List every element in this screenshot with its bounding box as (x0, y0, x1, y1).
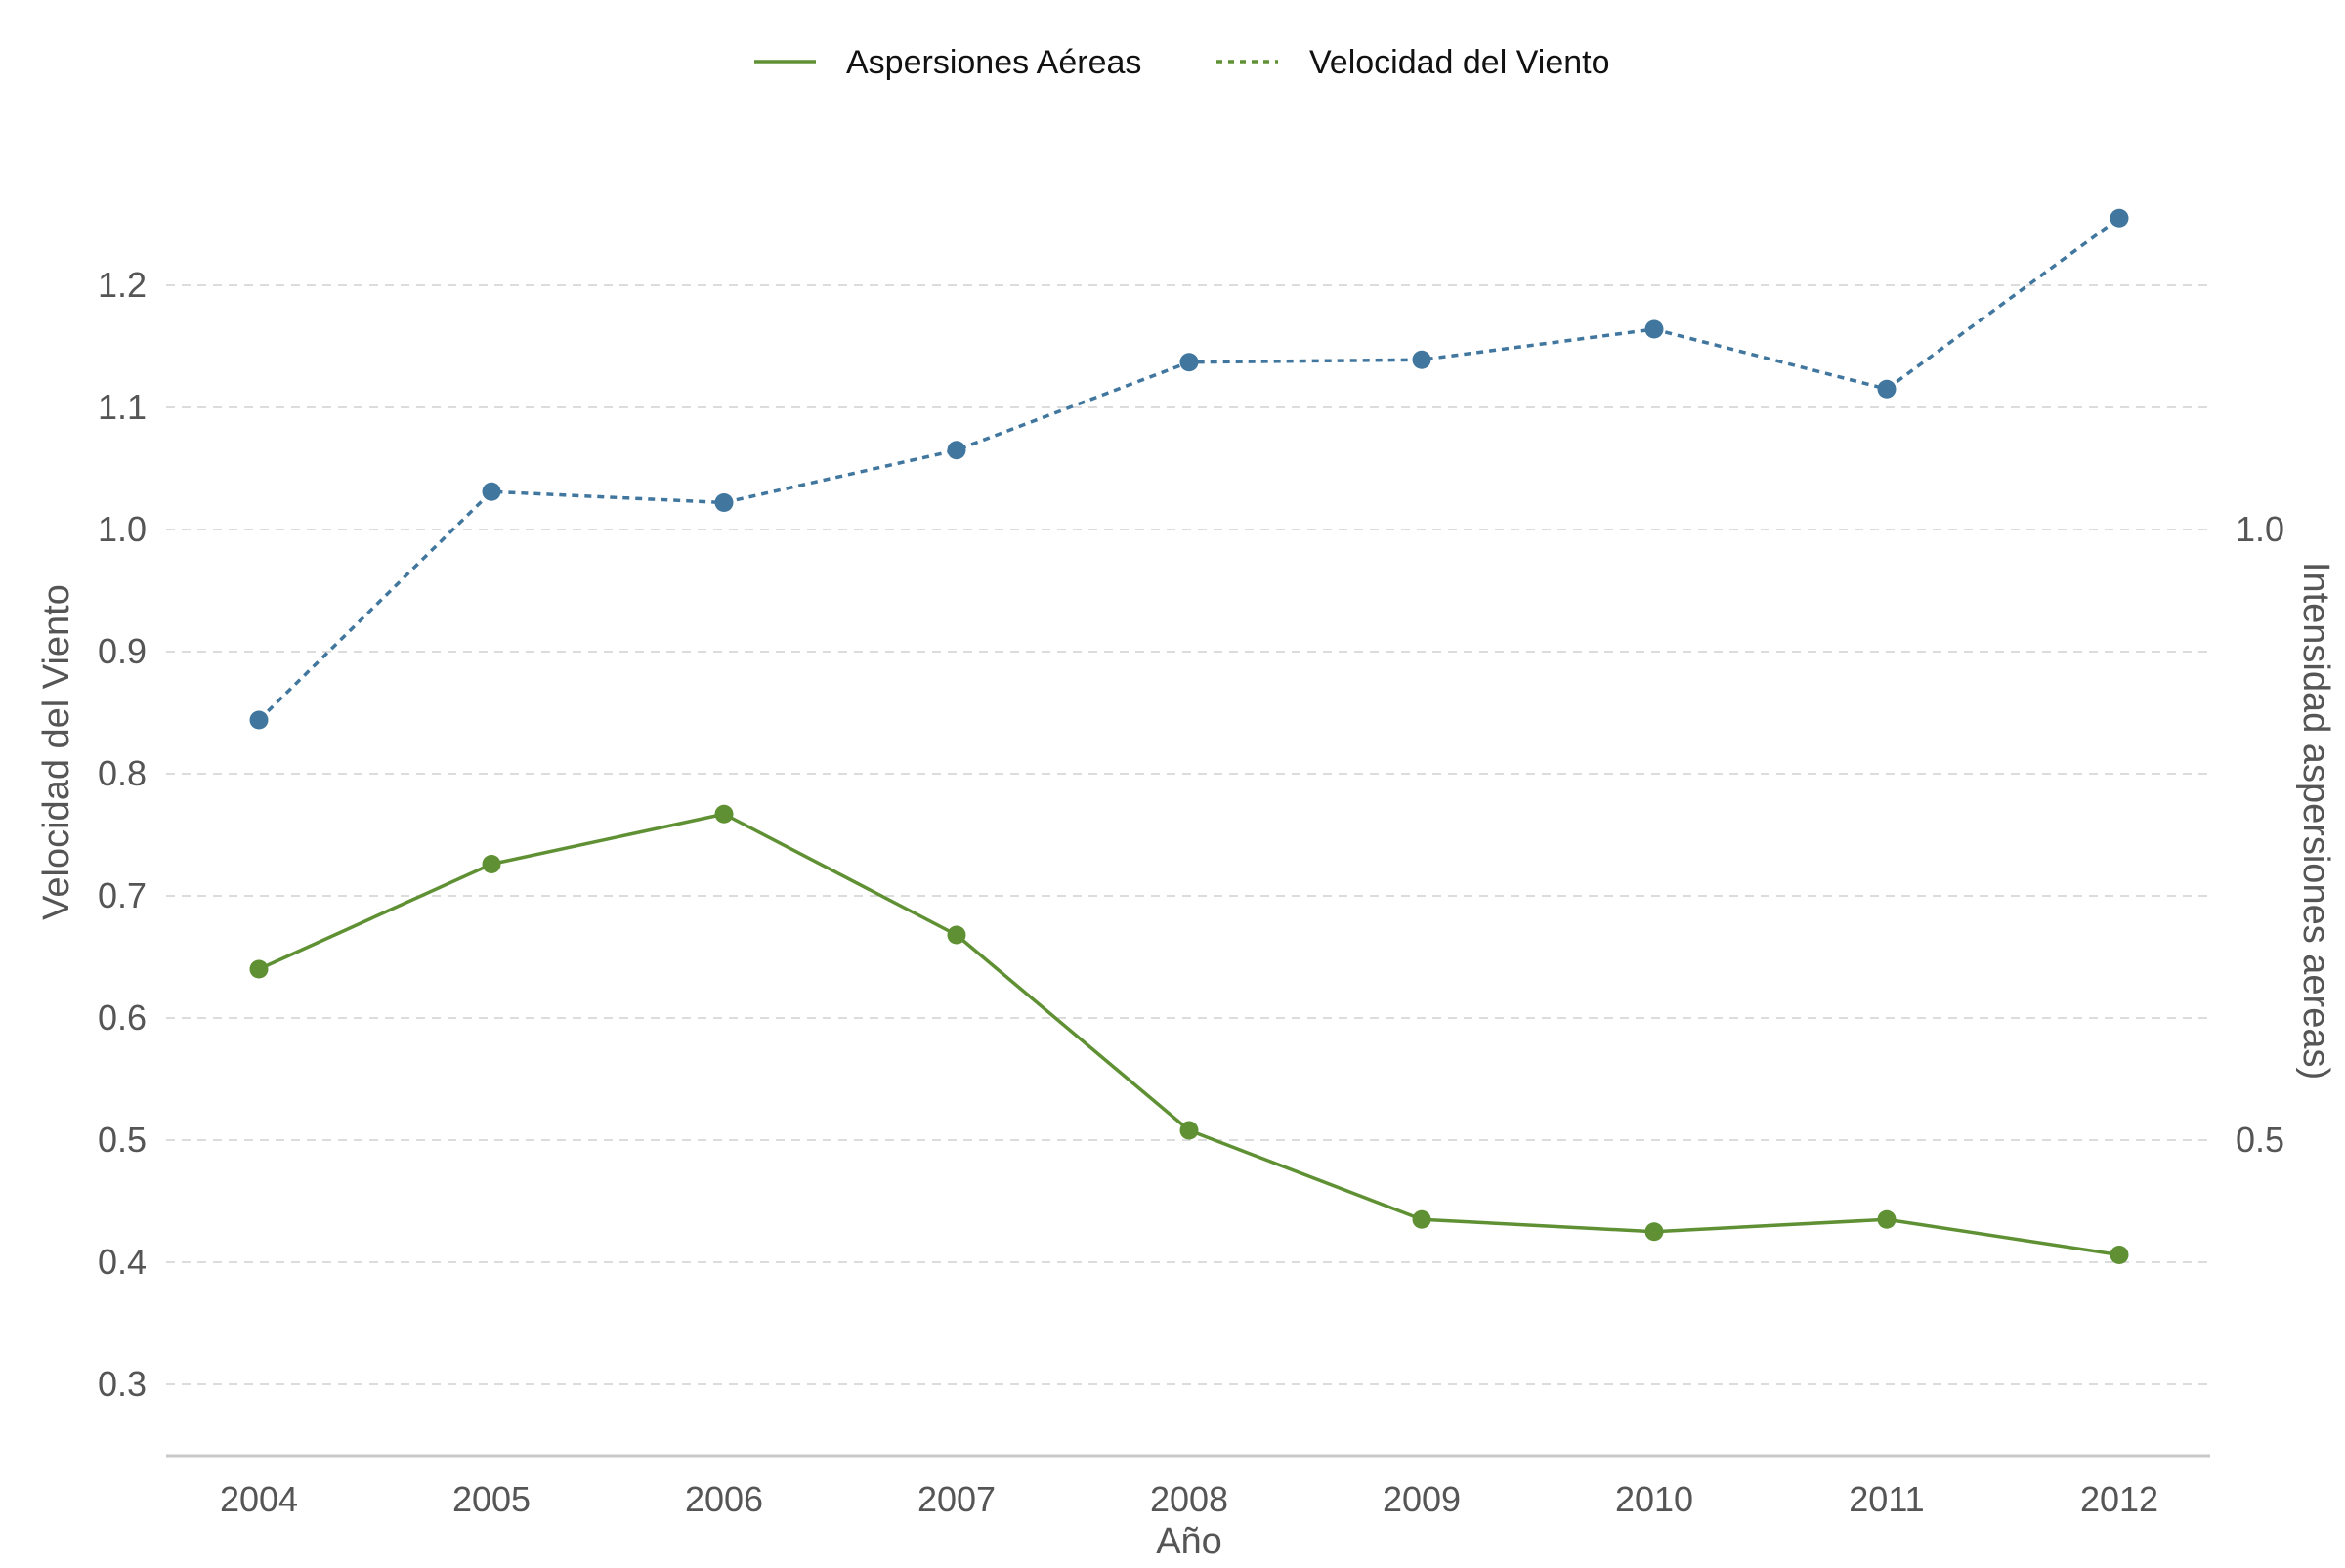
y-tick-label: 1.1 (98, 387, 147, 427)
data-point (1179, 353, 1199, 372)
series (249, 208, 2129, 1264)
data-point (2110, 208, 2129, 228)
data-point (714, 804, 734, 824)
data-point (1877, 1209, 1897, 1229)
x-tick-label: 2006 (685, 1479, 763, 1519)
data-point (1412, 350, 1431, 369)
y-tick-label: 0.3 (98, 1364, 147, 1404)
x-axis-title: Año (1156, 1521, 1222, 1562)
x-tick-label: 2009 (1383, 1479, 1461, 1519)
data-point (1877, 379, 1897, 399)
x-tick-label: 2004 (220, 1479, 298, 1519)
y-axis-title: Velocidad del Viento (36, 584, 77, 920)
y2-tick-label: 0.5 (2236, 1120, 2284, 1160)
data-point (947, 441, 966, 460)
data-point (482, 482, 501, 501)
x-tick-label: 2007 (917, 1479, 996, 1519)
data-point (1179, 1121, 1199, 1140)
gridlines (166, 284, 2210, 1385)
x-tick-label: 2010 (1615, 1479, 1693, 1519)
y-tick-label: 0.5 (98, 1120, 147, 1160)
data-point (1412, 1209, 1431, 1229)
y2-axis-title: Intensidad aspersiones aereas) (2295, 562, 2336, 1080)
series-velocidad-del-viento (249, 208, 2129, 730)
y2-axis-ticks: 0.5 1.0 (2236, 509, 2284, 1160)
series-aspersiones-aereas (249, 804, 2129, 1264)
series-line (257, 216, 2121, 722)
data-point (2110, 1246, 2129, 1264)
x-tick-label: 2005 (452, 1479, 531, 1519)
y-tick-label: 0.8 (98, 753, 147, 793)
data-point (1644, 319, 1664, 339)
data-point (1644, 1222, 1664, 1242)
y-axis-ticks: 0.3 0.4 0.5 0.6 0.7 0.8 0.9 1.0 1.1 1.2 (98, 265, 147, 1404)
data-point (482, 855, 501, 873)
y-tick-label: 1.0 (98, 509, 147, 549)
y2-tick-label: 1.0 (2236, 509, 2284, 549)
series-line (258, 812, 2120, 1257)
x-axis-ticks: 2004 2005 2006 2007 2008 2009 2010 2011 2012 (220, 1479, 2158, 1519)
x-tick-label: 2012 (2080, 1479, 2158, 1519)
y-tick-label: 0.6 (98, 997, 147, 1038)
y-tick-label: 0.9 (98, 631, 147, 671)
x-tick-label: 2011 (1849, 1479, 1924, 1519)
y-tick-label: 0.7 (98, 875, 147, 915)
data-point (947, 925, 966, 945)
data-point (714, 493, 734, 512)
legend-label-aspersiones: Aspersiones Aéreas (846, 44, 1141, 81)
legend-label-velocidad: Velocidad del Viento (1309, 44, 1610, 81)
y-tick-label: 1.2 (98, 265, 147, 305)
x-tick-label: 2008 (1150, 1479, 1228, 1519)
y-tick-label: 0.4 (98, 1242, 147, 1282)
data-point (249, 959, 269, 979)
legend: Aspersiones Aéreas Velocidad del Viento (754, 44, 1610, 81)
data-point (249, 710, 269, 730)
